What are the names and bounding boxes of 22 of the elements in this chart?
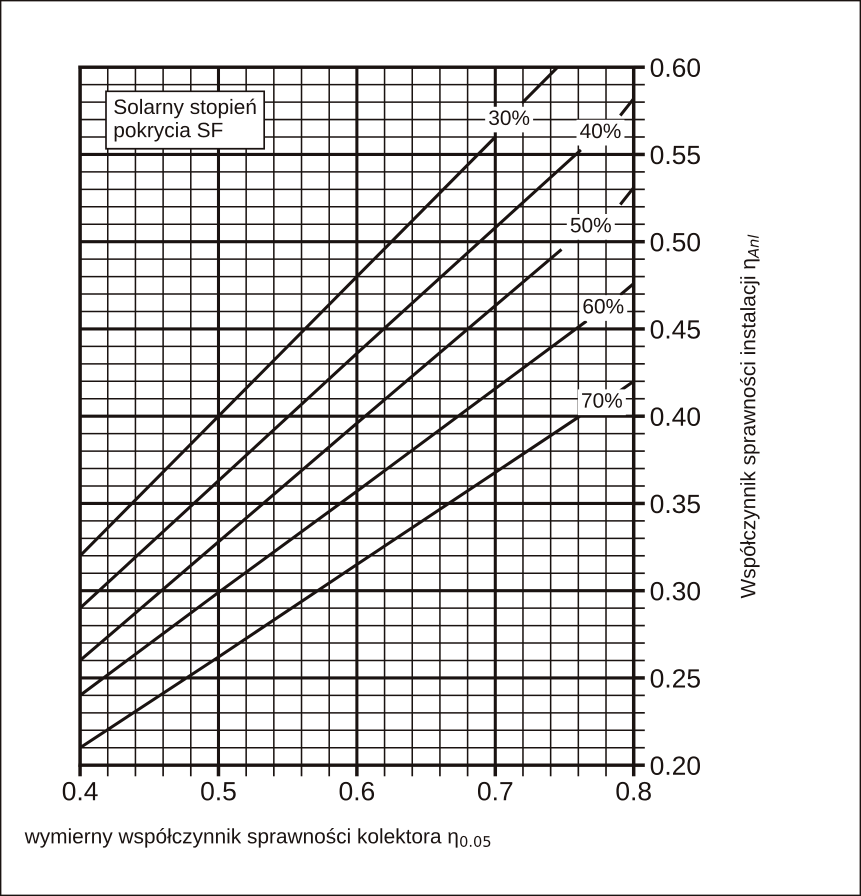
x-tick-label: 0.7	[478, 782, 512, 801]
series-label: 70%	[582, 393, 622, 408]
y-tick-label: 0.50	[650, 232, 700, 252]
y-tick-label: 0.20	[650, 756, 700, 776]
y-tick-label: 0.25	[650, 669, 700, 688]
x-tick-label: 0.5	[201, 782, 236, 801]
x-tick-label: 0.4	[62, 782, 98, 801]
series-label: 40%	[580, 123, 621, 138]
y-tick-label: 0.35	[650, 494, 700, 514]
x-axis-title: wymierny współczynnik sprawności kolektora η$_{0.05}$	[24, 828, 490, 848]
y-tick-label: 0.55	[650, 146, 700, 164]
y-tick-label: 0.45	[650, 320, 700, 339]
series-label: 60%	[583, 298, 624, 314]
y-axis-title: Współczynnik sprawności instalacji η$_{Anl}$	[740, 234, 760, 598]
series-label: 30%	[489, 110, 530, 126]
y-tick-label: 0.60	[650, 58, 700, 78]
x-tick-label: 0.8	[616, 782, 651, 801]
series-label: 50%	[570, 218, 611, 232]
y-tick-label: 0.30	[650, 582, 700, 601]
y-tick-label: 0.40	[650, 407, 700, 426]
x-tick-label: 0.6	[340, 782, 374, 801]
legend-title: Solarny stopień pokrycia SF	[114, 98, 256, 142]
